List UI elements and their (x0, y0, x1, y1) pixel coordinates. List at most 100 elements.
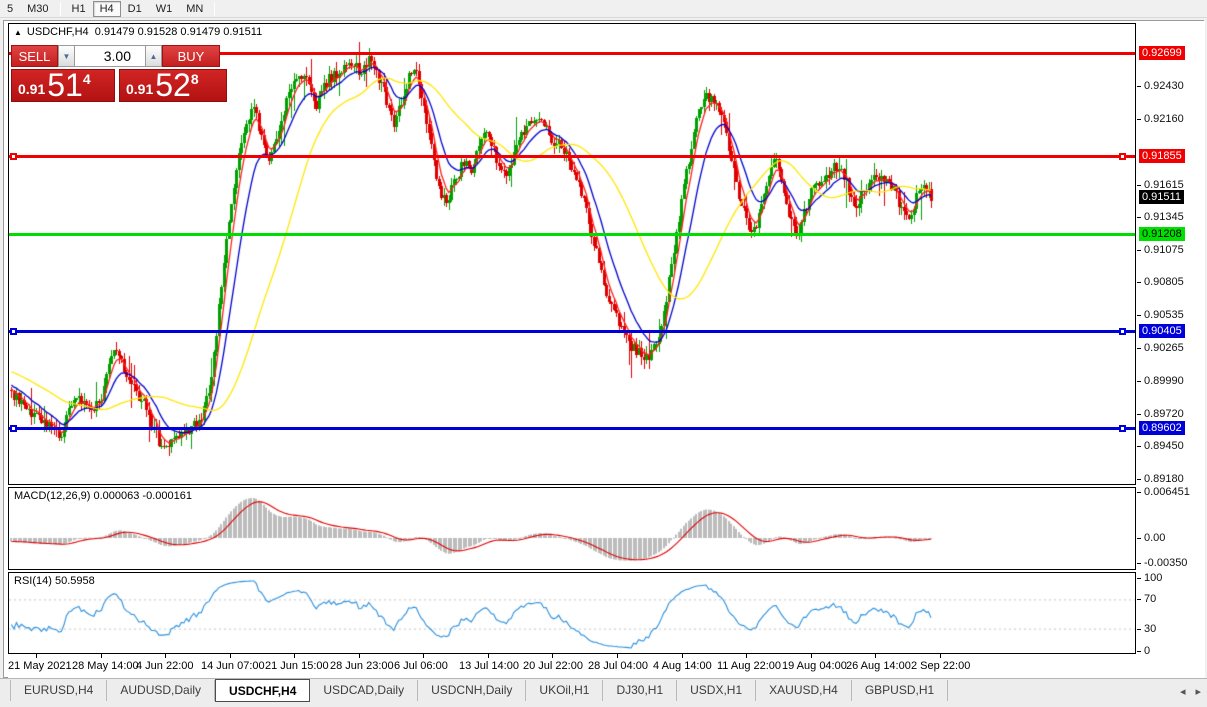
price-marker-label: 0.90405 (1139, 324, 1185, 338)
macd-axis-label: -0.00350 (1144, 557, 1188, 569)
volume-decrease-button[interactable]: ▼ (58, 45, 75, 67)
rsi-axis-tick (1137, 599, 1141, 600)
time-tick (875, 654, 876, 658)
line-handle-icon[interactable] (10, 328, 17, 335)
price-chart-pane: ▲ USDCHF,H4 0.91479 0.91528 0.91479 0.915… (8, 23, 1136, 485)
rsi-axis-label: 0 (1144, 645, 1151, 657)
rsi-axis-label: 70 (1144, 593, 1157, 605)
ask-price-pip: 8 (190, 71, 199, 87)
time-tick (101, 654, 102, 658)
tab-scroll-left-icon[interactable]: ◂ (1179, 686, 1186, 698)
price-tick-label: 0.91345 (1144, 211, 1184, 223)
rsi-axis-label: 30 (1144, 623, 1157, 635)
price-marker-label: 0.89602 (1139, 421, 1185, 435)
rsi-indicator-pane: RSI(14) 50.5958 (8, 572, 1136, 654)
price-tick-label: 0.89450 (1144, 440, 1184, 452)
time-tick (552, 654, 553, 658)
sell-button[interactable]: SELL (11, 45, 58, 67)
volume-increase-button[interactable]: ▲ (145, 45, 162, 67)
line-handle-icon[interactable] (10, 153, 17, 160)
line-handle-icon[interactable] (1119, 153, 1126, 160)
time-tick (940, 654, 941, 658)
chart-window: ▲ USDCHF,H4 0.91479 0.91528 0.91479 0.915… (3, 20, 1205, 679)
chart-tab-ukoil[interactable]: UKOil,H1 (526, 680, 604, 701)
horizontal-line-0.91208[interactable] (9, 233, 1135, 236)
macd-axis-tick (1137, 563, 1141, 564)
time-tick-label: 11 Aug 22:00 (717, 660, 782, 672)
time-tick-label: 26 Aug 14:00 (846, 660, 911, 672)
rsi-label: RSI(14) 50.5958 (14, 575, 95, 587)
chart-tab-xauusd[interactable]: XAUUSD,H4 (756, 680, 852, 701)
price-tick (1137, 446, 1141, 447)
time-tick-label: 13 Jul 14:00 (459, 660, 519, 672)
horizontal-line-0.90405[interactable] (9, 330, 1135, 333)
price-tick (1137, 381, 1141, 382)
rsi-canvas[interactable] (9, 573, 1135, 653)
symbol-tab-bar: EURUSD,H4 AUDUSD,Daily USDCHF,H4 USDCAD,Dai… (0, 678, 1207, 707)
spin-up-icon: ▲ (149, 51, 158, 61)
price-marker-label: 0.91855 (1139, 149, 1185, 163)
rsi-axis-label: 100 (1144, 572, 1163, 584)
price-marker-label: 0.91208 (1139, 227, 1185, 241)
price-tick (1137, 217, 1141, 218)
rsi-axis-tick (1137, 629, 1141, 630)
macd-axis-label: 0.00 (1144, 532, 1166, 544)
price-tick-label: 0.90805 (1144, 276, 1184, 288)
bid-price-big: 51 (47, 67, 83, 103)
horizontal-line-0.92699[interactable] (9, 52, 1135, 55)
price-tick-label: 0.90535 (1144, 309, 1184, 321)
time-axis[interactable]: 21 May 2021 28 May 14:00 4 Jun 22:00 14 Jun… (8, 654, 1205, 679)
price-axis[interactable]: 0.92430 0.92160 0.91615 0.91345 0.91075 0.908… (1137, 21, 1205, 657)
time-tick (294, 654, 295, 658)
price-tick (1137, 282, 1141, 283)
timeframe-button-w1[interactable]: W1 (155, 2, 173, 15)
timeframe-button-5[interactable]: 5 (7, 2, 14, 15)
chart-title: ▲ USDCHF,H4 0.91479 0.91528 0.91479 0.915… (14, 26, 262, 38)
timeframe-button-h1[interactable]: H1 (71, 2, 86, 15)
collapse-panel-icon[interactable]: ▲ (14, 28, 22, 37)
timeframe-button-mn[interactable]: MN (186, 2, 204, 15)
macd-axis-tick (1137, 538, 1141, 539)
horizontal-line-0.89602[interactable] (9, 427, 1135, 430)
toolbar-separator (59, 1, 61, 16)
macd-indicator-pane: MACD(12,26,9) 0.000063 -0.000161 (8, 487, 1136, 570)
line-handle-icon[interactable] (1119, 328, 1126, 335)
bid-price-box[interactable]: 0.91 51 4 (11, 69, 115, 102)
time-tick-label: 2 Sep 22:00 (911, 660, 971, 672)
volume-input[interactable] (75, 45, 145, 67)
horizontal-line-0.91855[interactable] (9, 155, 1135, 158)
price-tick-label: 0.92430 (1144, 80, 1184, 92)
price-tick-label: 0.90265 (1144, 342, 1184, 354)
chart-tab-usdchf[interactable]: USDCHF,H4 (215, 679, 311, 702)
chart-tab-usdcnh[interactable]: USDCNH,Daily (418, 680, 527, 701)
ask-price-box[interactable]: 0.91 52 8 (119, 69, 227, 102)
tab-scroll-right-icon[interactable]: ▸ (1195, 686, 1201, 698)
timeframe-button-m30[interactable]: M30 (27, 2, 49, 15)
chart-tab-usdcad[interactable]: USDCAD,Daily (310, 680, 419, 701)
time-tick-label: 21 May 2021 (8, 660, 72, 672)
line-handle-icon[interactable] (10, 425, 17, 432)
time-tick (165, 654, 166, 658)
chart-tab-eurusd[interactable]: EURUSD,H4 (10, 680, 108, 701)
time-tick-label: 4 Jun 22:00 (136, 660, 194, 672)
chart-tab-gbpusd[interactable]: GBPUSD,H1 (852, 680, 949, 701)
price-tick (1137, 348, 1141, 349)
buy-button[interactable]: BUY (162, 45, 220, 67)
time-tick-label: 28 Jul 04:00 (588, 660, 648, 672)
price-tick (1137, 479, 1141, 480)
timeframe-button-d1[interactable]: D1 (127, 2, 142, 15)
ask-price-small: 0.91 (126, 81, 154, 97)
price-tick-label: 0.91615 (1144, 179, 1184, 191)
macd-axis-label: 0.006451 (1144, 486, 1190, 498)
line-handle-icon[interactable] (1119, 425, 1126, 432)
macd-canvas[interactable] (9, 488, 1135, 569)
time-tick-label: 4 Aug 14:00 (653, 660, 712, 672)
timeframe-button-h4[interactable]: H4 (92, 0, 121, 17)
chart-tab-usdx[interactable]: USDX,H1 (677, 680, 757, 701)
chart-tab-dj30[interactable]: DJ30,H1 (603, 680, 678, 701)
time-tick-label: 28 Jun 23:00 (330, 660, 394, 672)
chart-tab-audusd[interactable]: AUDUSD,Daily (107, 680, 216, 701)
time-tick-label: 14 Jun 07:00 (201, 660, 265, 672)
time-tick-label: 28 May 14:00 (72, 660, 139, 672)
price-marker-label: 0.91511 (1139, 190, 1184, 204)
